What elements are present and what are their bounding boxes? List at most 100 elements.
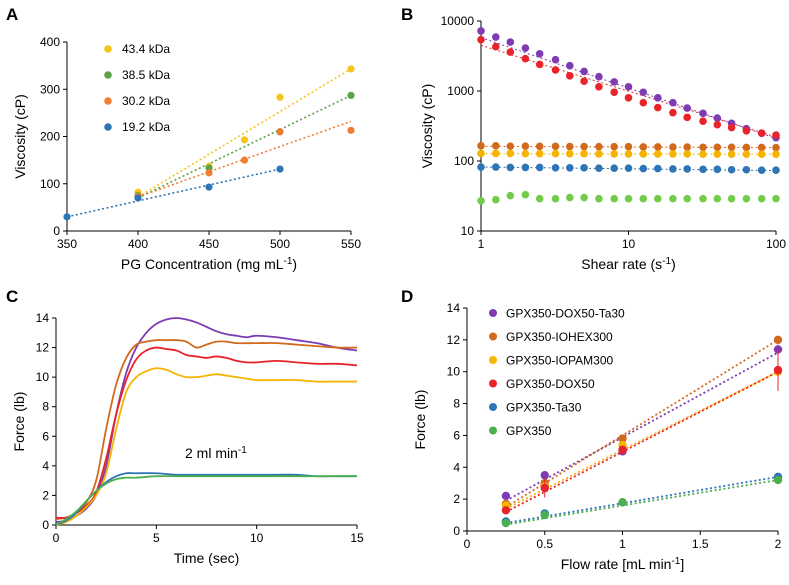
data-point bbox=[757, 150, 766, 159]
data-point bbox=[595, 72, 603, 81]
data-point bbox=[772, 143, 780, 152]
data-point bbox=[506, 142, 515, 150]
data-point bbox=[727, 165, 736, 174]
data-point bbox=[742, 165, 751, 174]
data-point bbox=[492, 42, 500, 51]
data-point bbox=[772, 150, 780, 159]
y-tick-label: 0 bbox=[453, 524, 460, 538]
legend-marker bbox=[489, 332, 497, 341]
series-line bbox=[55, 346, 358, 519]
data-point bbox=[742, 143, 751, 152]
data-point bbox=[713, 114, 722, 122]
data-point bbox=[477, 197, 485, 205]
y-tick-label: 10 bbox=[36, 370, 50, 384]
x-axis-label-sup: -1 bbox=[662, 256, 671, 267]
x-tick-label: 500 bbox=[270, 237, 290, 251]
data-point bbox=[551, 142, 560, 151]
legend-marker bbox=[489, 403, 497, 411]
legend-marker bbox=[489, 356, 497, 364]
data-point bbox=[276, 128, 284, 136]
panel-C: C 0 5 10 15 0 2 4 6 8 10 12 14 Time (sec) Force (lb) 2 … bbox=[6, 287, 364, 566]
data-point bbox=[595, 142, 603, 151]
x-axis-label-main: Shear rate (s bbox=[581, 256, 662, 272]
data-point bbox=[506, 163, 515, 172]
x-axis-label-end: ) bbox=[671, 256, 676, 272]
data-point bbox=[773, 335, 783, 345]
y-axis-label: Force (lb) bbox=[11, 392, 27, 452]
y-tick-label: 12 bbox=[447, 333, 461, 347]
data-point bbox=[713, 194, 722, 203]
data-point bbox=[610, 164, 619, 172]
x-tick-label: 2 bbox=[775, 537, 782, 551]
data-point bbox=[551, 66, 560, 74]
legend-label: 30.2 kDa bbox=[122, 94, 170, 108]
legend-label: GPX350 bbox=[506, 424, 552, 438]
data-point bbox=[521, 142, 530, 150]
data-point bbox=[699, 109, 707, 118]
data-point bbox=[492, 149, 500, 158]
data-point bbox=[639, 88, 648, 97]
data-point bbox=[773, 345, 783, 354]
data-point bbox=[683, 104, 691, 112]
y-tick-label: 2 bbox=[453, 492, 460, 506]
panel-A: A 350 400 450 500 550 0 100 200 300 400 PG Concentr… bbox=[6, 5, 361, 272]
data-point bbox=[624, 194, 633, 203]
data-point bbox=[501, 506, 511, 515]
data-point bbox=[772, 131, 780, 139]
x-tick-label: 1 bbox=[619, 537, 626, 551]
x-tick-label: 15 bbox=[350, 531, 364, 545]
x-axis-label: Shear rate (s-1) bbox=[581, 256, 676, 273]
data-point bbox=[699, 165, 707, 174]
data-point bbox=[535, 149, 544, 158]
legend-label: GPX350-IOPAM300 bbox=[506, 354, 613, 368]
data-point bbox=[742, 150, 751, 159]
x-tick-label: 0 bbox=[464, 537, 471, 551]
data-point bbox=[669, 108, 677, 117]
series-line bbox=[55, 475, 357, 526]
data-point bbox=[654, 143, 662, 151]
data-point bbox=[540, 483, 549, 493]
data-point bbox=[624, 150, 633, 158]
data-point bbox=[551, 149, 560, 158]
data-point bbox=[713, 150, 722, 159]
y-tick-label: 10000 bbox=[441, 14, 475, 28]
data-point bbox=[757, 143, 766, 152]
x-axis-label-main: Flow rate [mL min bbox=[561, 556, 672, 572]
data-point bbox=[506, 38, 515, 46]
y-tick-label: 8 bbox=[42, 400, 49, 414]
data-point bbox=[639, 164, 648, 173]
data-point bbox=[595, 82, 603, 91]
data-point bbox=[713, 120, 722, 129]
data-point bbox=[521, 163, 530, 172]
data-point bbox=[624, 164, 633, 172]
data-point bbox=[540, 510, 549, 520]
panel-letter-B: B bbox=[401, 5, 413, 24]
data-point bbox=[501, 491, 511, 501]
x-axis-label-main: Time (sec) bbox=[174, 550, 240, 566]
data-point bbox=[699, 194, 707, 203]
legend-label: GPX350-IOHEX300 bbox=[506, 330, 613, 344]
y-tick-label: 200 bbox=[40, 130, 60, 144]
trendline bbox=[480, 44, 777, 138]
legend-label: 38.5 kDa bbox=[122, 68, 170, 82]
data-point bbox=[683, 194, 691, 203]
data-point bbox=[506, 149, 515, 158]
x-tick-label: 5 bbox=[153, 531, 160, 545]
x-axis-label: Flow rate [mL min-1] bbox=[561, 556, 685, 573]
data-point bbox=[639, 194, 648, 203]
y-tick-label: 14 bbox=[36, 311, 50, 325]
data-point bbox=[683, 113, 691, 122]
x-tick-label: 550 bbox=[341, 237, 361, 251]
data-point bbox=[699, 150, 707, 159]
data-point bbox=[624, 142, 633, 151]
data-point bbox=[639, 150, 648, 158]
x-tick-label: 1 bbox=[478, 237, 485, 251]
data-point bbox=[669, 194, 677, 203]
data-point bbox=[654, 103, 662, 112]
y-tick-label: 0 bbox=[42, 518, 49, 532]
y-tick-label: 100 bbox=[454, 154, 474, 168]
data-point bbox=[618, 445, 627, 454]
data-point bbox=[240, 156, 249, 164]
trendline bbox=[505, 351, 779, 502]
